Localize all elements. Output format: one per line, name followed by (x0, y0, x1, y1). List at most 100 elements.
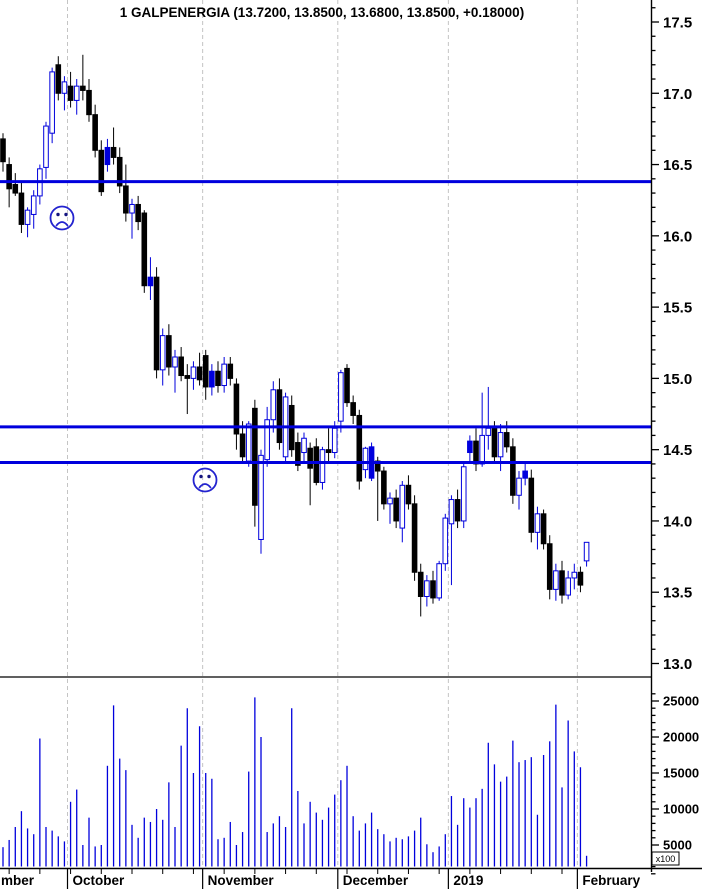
candle-down (491, 427, 498, 458)
candle-up (485, 427, 492, 436)
candle-up (319, 449, 326, 483)
candle-down (344, 367, 350, 404)
volume-tick-label: 10000 (663, 802, 699, 817)
candle-up (43, 125, 49, 168)
candle-down (215, 370, 221, 387)
candle-up (553, 570, 559, 590)
candle-down (18, 192, 25, 225)
candle-up (497, 432, 504, 458)
candle-up (209, 370, 215, 388)
candle-up (516, 477, 522, 496)
candle-up (436, 563, 442, 599)
candle-up (245, 423, 252, 462)
sad-face-icon (49, 205, 75, 231)
candle-up (448, 499, 455, 525)
candle-down (522, 470, 528, 479)
volume-tick-label: 15000 (663, 766, 699, 781)
volume-tick-label: 5000 (663, 838, 692, 853)
candle-down (307, 447, 313, 469)
candle-down (381, 470, 387, 505)
face-frown (198, 483, 212, 489)
axis-labels: 17.5 17.0 16.5 16.0 15.5 15.0 14.5 14.0 13.5 13.0… (1, 15, 699, 889)
candle-up (534, 513, 541, 533)
candle-down (166, 335, 172, 368)
month-label: February (582, 873, 640, 888)
candle-up (338, 372, 344, 422)
candle-down (546, 543, 553, 590)
candle-up (387, 497, 393, 505)
candle-down (178, 356, 184, 377)
candle-up (565, 577, 571, 596)
candle-up (331, 427, 338, 454)
candle-up (129, 203, 135, 214)
candle-down (6, 164, 12, 190)
candle-up (442, 517, 449, 565)
face-frown (55, 221, 69, 227)
candle-down (559, 570, 565, 596)
price-tick-label: 16.5 (663, 157, 692, 174)
candle-down (12, 184, 19, 194)
candle-down (417, 571, 424, 597)
month-label: mber (1, 873, 35, 888)
candle-down (184, 375, 191, 379)
face-outline (49, 205, 75, 231)
candle-down (233, 383, 240, 435)
month-label: November (208, 873, 275, 888)
candle-up (264, 419, 270, 461)
month-label: October (73, 873, 126, 888)
volume-bars (2, 697, 588, 867)
candle-up (24, 209, 31, 225)
price-tick-label: 15.0 (663, 371, 692, 388)
candle-down (325, 449, 332, 454)
sad-face-annotations (49, 205, 218, 493)
price-tick-label: 13.0 (663, 656, 692, 673)
candle-up (258, 454, 264, 540)
candle-down (86, 89, 92, 116)
volume-tick-label: 20000 (663, 730, 699, 745)
candle-up (583, 541, 590, 562)
candle-up (399, 484, 406, 529)
candle-up (460, 466, 467, 522)
face-outline (192, 467, 218, 493)
candle-down (252, 407, 258, 506)
candle-down (540, 513, 547, 545)
candle-down (92, 114, 98, 151)
price-tick-label: 16.0 (663, 228, 692, 245)
candle-down (153, 276, 160, 371)
candle-down (356, 414, 363, 482)
price-tick-label: 14.0 (663, 513, 692, 530)
candle-up (362, 447, 369, 471)
candle-down (430, 580, 436, 599)
candle-down (202, 355, 209, 388)
candle-down (123, 185, 129, 214)
candle-down (295, 442, 301, 466)
month-gridlines (67, 0, 578, 868)
candle-up (571, 571, 578, 579)
candle-down (110, 146, 117, 158)
candle-down (80, 85, 86, 91)
face-eye (56, 212, 60, 217)
candle-down (405, 484, 412, 505)
candle-down (350, 402, 356, 416)
candle-up (147, 276, 154, 287)
candle-down (67, 85, 74, 101)
candle-down (141, 212, 148, 287)
candle-down (227, 363, 234, 379)
face-eye (199, 474, 203, 479)
candle-up (467, 440, 473, 454)
candle-down (135, 203, 141, 223)
candle-down (473, 440, 479, 465)
candle-down (98, 149, 105, 193)
volume-multiplier-label: x100 (656, 854, 676, 864)
candle-down (454, 499, 461, 522)
candle-up (30, 195, 37, 215)
candle-down (411, 503, 418, 573)
candle-up (424, 580, 430, 597)
horizontal-trendlines (0, 180, 651, 464)
candle-up (49, 71, 55, 134)
candle-down (510, 446, 516, 496)
month-label: 2019 (453, 873, 483, 888)
